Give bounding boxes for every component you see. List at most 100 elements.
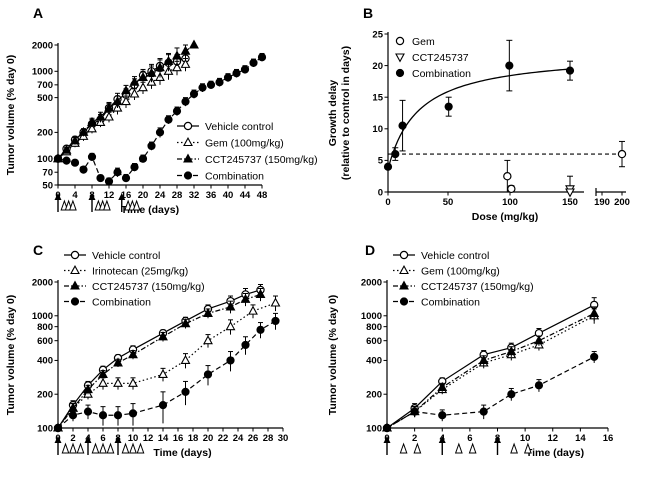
- x-tick-label: 2: [412, 433, 417, 444]
- y-tick-label: 100: [37, 423, 53, 434]
- legend-marker: [183, 136, 193, 147]
- legend-marker: [70, 280, 80, 290]
- y-tick-label: 20: [372, 61, 383, 72]
- x-tick-label: 4: [72, 190, 78, 201]
- dose-triangle: [523, 442, 532, 454]
- data-point: [128, 377, 138, 387]
- data-point: [155, 62, 165, 72]
- data-point: [172, 62, 182, 72]
- data-point: [113, 168, 122, 177]
- x-tick-label: 24: [155, 190, 166, 201]
- data-point: [437, 381, 448, 391]
- y-tick-label: 2000: [32, 277, 53, 288]
- data-point: [503, 171, 512, 181]
- data-point: [189, 39, 199, 49]
- dose-arrow-head: [114, 436, 122, 443]
- data-point: [248, 305, 258, 315]
- legend-label: Vehicle control: [205, 121, 273, 133]
- data-point: [203, 370, 213, 379]
- y-tick-label: 100: [37, 154, 53, 165]
- x-tick-label: 0: [385, 197, 390, 208]
- data-point: [180, 58, 191, 68]
- data-point: [505, 61, 514, 70]
- data-point: [104, 177, 114, 186]
- y-tick-label: 600: [366, 336, 382, 347]
- data-point: [223, 73, 233, 82]
- data-point: [78, 126, 89, 136]
- y-axis-label: Tumor volume (% day 0): [5, 295, 17, 416]
- dose-triangle: [468, 442, 477, 454]
- y-tick-label: 400: [37, 356, 53, 367]
- data-point: [240, 65, 250, 74]
- panel-b: B 0 50 100 150 190 200 0 5 10 15 20 25 Dose (mg/kg) Gr…: [327, 5, 630, 223]
- data-point: [158, 331, 168, 341]
- dose-arrow-head: [84, 436, 92, 443]
- legend-marker: [70, 264, 80, 275]
- data-point: [271, 316, 280, 326]
- legend-label: Combination: [421, 296, 480, 308]
- data-point: [225, 301, 236, 311]
- legend: Vehicle control Gem (100mg/kg) CCT245737 (…: [177, 121, 318, 182]
- data-point: [479, 407, 488, 416]
- series-combination: [53, 52, 267, 186]
- x-tick-label: 10: [128, 433, 139, 444]
- legend-label: Vehicle control: [421, 250, 489, 262]
- dose-triangle: [454, 442, 463, 454]
- dose-triangle: [61, 442, 70, 454]
- data-point: [206, 80, 216, 89]
- legend: Gem CCT245737 Combination: [395, 36, 471, 80]
- data-point: [87, 152, 97, 161]
- dose-arrow-head: [54, 193, 62, 200]
- data-point: [61, 144, 72, 154]
- data-point: [62, 156, 71, 165]
- data-point: [534, 335, 544, 345]
- x-tick-label: 20: [138, 190, 149, 201]
- y-tick-label: 1000: [361, 311, 382, 322]
- x-axis-label: Time (days): [526, 447, 584, 459]
- data-point: [121, 173, 131, 183]
- x-tick-label: 30: [278, 433, 289, 444]
- y-tick-label: 70: [42, 168, 53, 179]
- data-point: [96, 173, 105, 183]
- y-tick-label: 10: [372, 124, 383, 135]
- dose-triangle: [121, 442, 130, 454]
- dose-triangle: [99, 442, 107, 454]
- x-tick-label: 20: [203, 433, 214, 444]
- x-tick-label: 14: [575, 433, 586, 444]
- panel-d: D024681012141610020040060080010002000Tim…: [327, 242, 613, 459]
- dose-triangle: [129, 442, 137, 454]
- data-point: [249, 58, 258, 67]
- data-point: [138, 82, 148, 92]
- x-tick-label: 22: [218, 433, 229, 444]
- data-point: [383, 162, 393, 171]
- series-line: [386, 356, 595, 429]
- data-point: [203, 335, 213, 345]
- x-tick-label: 48: [257, 190, 268, 201]
- series-line: [57, 302, 276, 429]
- y-tick-label: 1000: [32, 67, 53, 78]
- data-point: [438, 411, 447, 420]
- data-point: [534, 381, 544, 390]
- data-point: [70, 135, 80, 145]
- x-tick-label: 16: [603, 433, 614, 444]
- data-point: [163, 55, 174, 65]
- legend-label: Combination: [412, 68, 471, 80]
- data-point: [172, 50, 182, 60]
- legend-label: Vehicle control: [92, 250, 160, 262]
- data-point: [53, 154, 63, 163]
- data-point: [129, 76, 140, 86]
- y-tick-label: 25: [372, 29, 383, 40]
- data-point: [240, 293, 251, 303]
- data-point: [506, 345, 517, 356]
- legend-label: CCT245737 (150mg/kg): [205, 154, 318, 166]
- y-tick-label: 1000: [32, 311, 53, 322]
- data-point: [87, 123, 97, 133]
- legend: Vehicle control Gem (100mg/kg) CCT245737 (…: [393, 250, 534, 308]
- x-tick-label: 24: [233, 433, 244, 444]
- x-tick-label: 26: [248, 433, 259, 444]
- data-point: [232, 69, 241, 78]
- data-point: [112, 96, 123, 106]
- legend-label: Gem (100mg/kg): [205, 137, 284, 149]
- x-tick-label: 44: [240, 190, 251, 201]
